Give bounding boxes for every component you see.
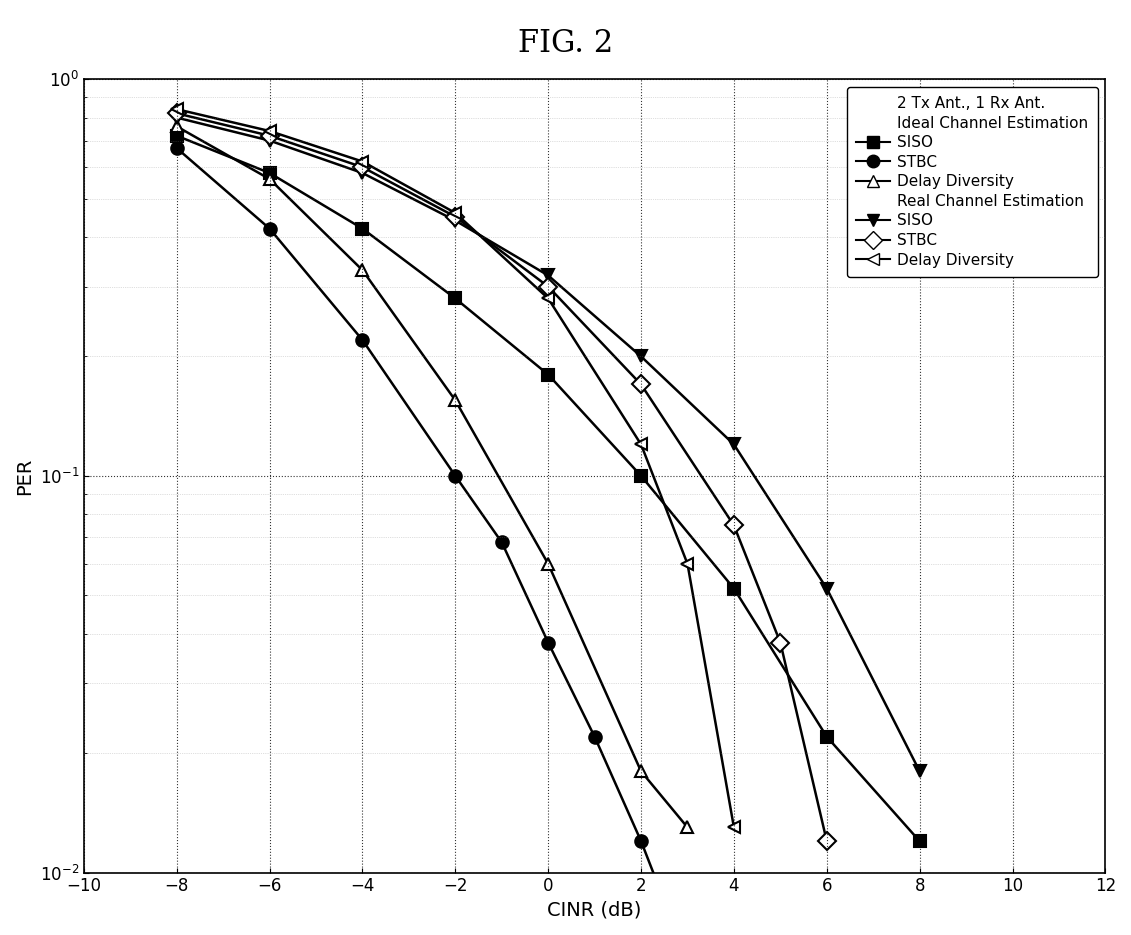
Y-axis label: PER: PER [15, 457, 34, 495]
X-axis label: CINR (dB): CINR (dB) [547, 901, 641, 920]
Legend: 2 Tx Ant., 1 Rx Ant., Ideal Channel Estimation, SISO, STBC, Delay Diversity, Rea: 2 Tx Ant., 1 Rx Ant., Ideal Channel Esti… [847, 87, 1098, 277]
Text: FIG. 2: FIG. 2 [518, 28, 613, 59]
